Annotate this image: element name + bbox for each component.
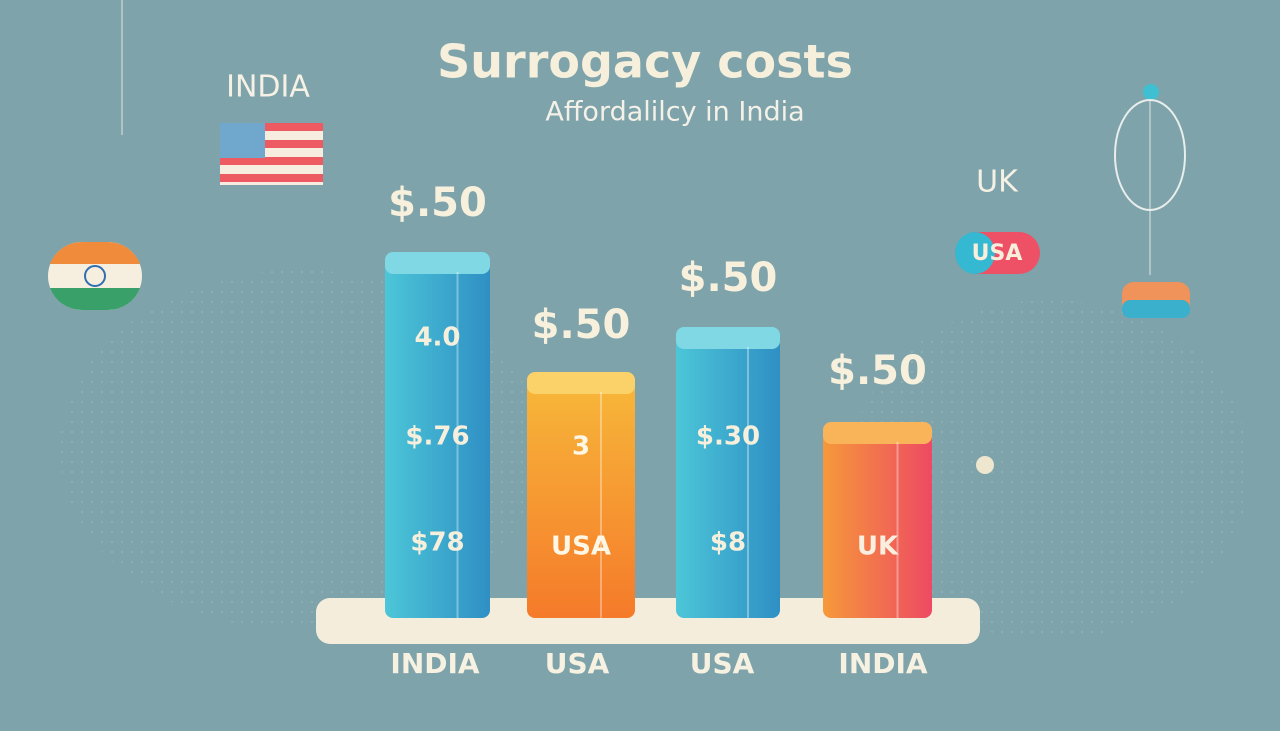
- bar-inner-label: UK: [857, 532, 899, 562]
- bars: $.50 4.0 $.76 $78 INDIA $.50 3 USA USA $.50 $.30 $8…: [385, 180, 932, 680]
- bar-label: INDIA: [390, 647, 480, 680]
- bar-cap: [676, 327, 780, 349]
- badge-label: USA: [972, 241, 1023, 266]
- subtitle: Affordalilcy in India: [545, 97, 804, 128]
- bar: [823, 428, 932, 618]
- bar-top-label: $.50: [679, 255, 778, 301]
- dot-pattern: [850, 300, 1250, 640]
- bar: [676, 333, 780, 618]
- bar-inner-label: 3: [572, 432, 590, 462]
- bar-inner-label: USA: [551, 532, 611, 562]
- bar-cap: [527, 372, 635, 394]
- corner-label: INDIA: [226, 70, 310, 105]
- bar-top-label: $.50: [532, 302, 631, 348]
- bar-inner-label: $78: [410, 528, 464, 558]
- bar-inner-label: $.76: [405, 422, 469, 452]
- bar-inner-label: 4.0: [414, 323, 460, 353]
- bar-top-label: $.50: [388, 180, 487, 226]
- lamp: [1114, 99, 1186, 211]
- bar: [527, 378, 635, 618]
- badge: [955, 232, 995, 274]
- lamp-base: [1122, 300, 1190, 318]
- bar-inner-label: $8: [710, 528, 746, 558]
- decoration: [976, 456, 994, 474]
- bar-cap: [385, 252, 490, 274]
- india-flag: [48, 241, 142, 311]
- bar-inner-label: $.30: [696, 422, 760, 452]
- bar-label: USA: [545, 647, 610, 680]
- bar: [385, 258, 490, 618]
- bar-label: INDIA: [838, 647, 928, 680]
- us-flag: [220, 123, 323, 185]
- bar-top-label: $.50: [828, 348, 927, 394]
- corner-label: UK: [976, 165, 1019, 200]
- bar-cap: [823, 422, 932, 444]
- title: Surrogacy costs: [437, 35, 853, 89]
- bar-label: USA: [690, 647, 755, 680]
- lamp-top: [1143, 84, 1159, 100]
